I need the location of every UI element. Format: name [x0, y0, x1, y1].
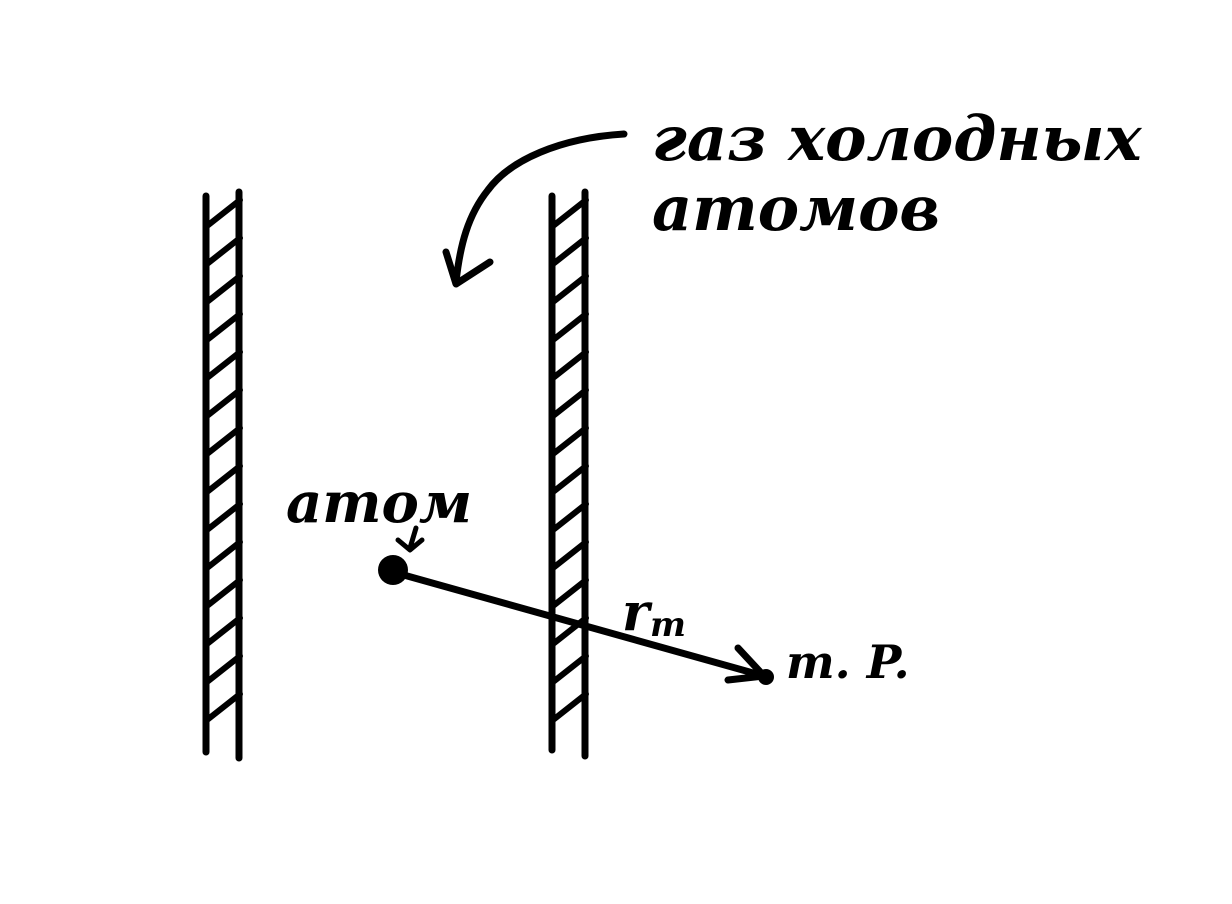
left-wall-hatching [204, 197, 243, 723]
hatch-stroke [550, 501, 589, 533]
atom-label: атом [286, 470, 472, 536]
gas-pointer-arrowhead [442, 248, 494, 288]
distance-vector [389, 568, 768, 680]
hatch-stroke [204, 691, 243, 723]
atom-pointer-arrow [395, 525, 425, 553]
point-p-dot [758, 669, 774, 685]
hatch-stroke [550, 197, 589, 229]
gas-label-line2: атомов [652, 172, 940, 245]
right-wall [548, 188, 589, 760]
hatch-stroke [550, 539, 589, 571]
hatch-stroke [204, 235, 243, 267]
gas-pointer-arrow [452, 130, 628, 286]
hatch-stroke [550, 235, 589, 267]
distance-label: r [622, 582, 653, 643]
hatch-stroke [550, 349, 589, 381]
gas-label-line1: газ холодных [652, 102, 1143, 175]
hatch-stroke [204, 273, 243, 305]
hatch-stroke [550, 653, 589, 685]
hatch-stroke [204, 653, 243, 685]
hatch-stroke [204, 387, 243, 419]
hatch-stroke [204, 577, 243, 609]
right-wall-hatching [550, 197, 589, 723]
hatch-stroke [550, 311, 589, 343]
hatch-stroke [204, 349, 243, 381]
hatch-stroke [204, 539, 243, 571]
hatch-stroke [204, 311, 243, 343]
point-p-label: т. P. [786, 635, 910, 689]
hatch-stroke [550, 273, 589, 305]
hatch-stroke [550, 691, 589, 723]
hatch-stroke [204, 463, 243, 495]
hatch-stroke [550, 463, 589, 495]
hatch-stroke [204, 501, 243, 533]
hatch-stroke [550, 425, 589, 457]
hatch-stroke [550, 577, 589, 609]
hatch-stroke [204, 425, 243, 457]
hatch-stroke [204, 615, 243, 647]
hatch-stroke [204, 197, 243, 229]
left-wall [202, 188, 243, 762]
hatch-stroke [550, 387, 589, 419]
distance-label-subscript: m [650, 605, 686, 645]
